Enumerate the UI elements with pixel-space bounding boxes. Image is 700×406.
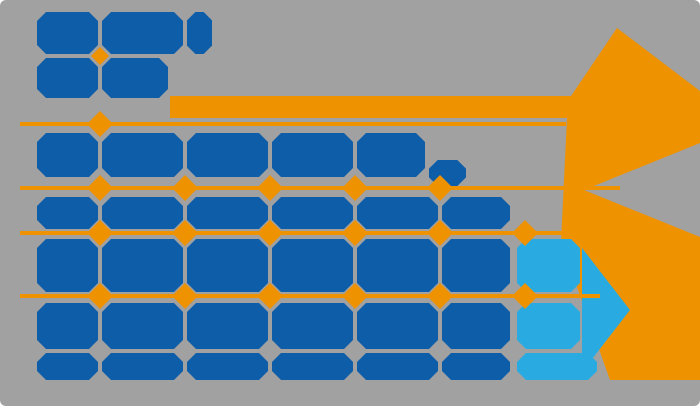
orange-connector-line bbox=[20, 186, 620, 190]
blue-tile bbox=[357, 239, 438, 292]
orange-node-diamond bbox=[512, 283, 538, 309]
cyan-tile bbox=[517, 353, 597, 380]
blue-tile bbox=[102, 197, 183, 229]
orange-node-diamond bbox=[87, 220, 113, 246]
blue-tile bbox=[442, 197, 510, 229]
orange-node-diamond bbox=[342, 283, 368, 309]
cyan-arrowhead bbox=[582, 248, 630, 372]
blue-tile bbox=[187, 353, 268, 380]
orange-node-diamond bbox=[172, 175, 198, 201]
orange-node-diamond bbox=[257, 220, 283, 246]
blue-tile bbox=[187, 197, 268, 229]
cyan-tile bbox=[517, 239, 580, 292]
orange-node-diamond bbox=[91, 47, 109, 65]
blue-tile bbox=[102, 58, 168, 98]
orange-node-diamond bbox=[87, 175, 113, 201]
blue-tile bbox=[37, 133, 98, 177]
blue-tile bbox=[187, 133, 268, 177]
orange-node-diamond bbox=[342, 220, 368, 246]
blue-tile bbox=[37, 303, 98, 349]
cyan-tile bbox=[517, 303, 580, 349]
blue-tile bbox=[272, 133, 353, 177]
blue-tile bbox=[187, 12, 212, 54]
blue-tile bbox=[272, 303, 353, 349]
blue-tile bbox=[272, 197, 353, 229]
blue-tile bbox=[272, 353, 353, 380]
orange-ribbon-arrow bbox=[170, 28, 700, 380]
orange-node-diamond bbox=[512, 220, 538, 246]
blue-tile bbox=[102, 12, 183, 54]
orange-connector-line bbox=[20, 122, 566, 126]
orange-node-diamond bbox=[87, 111, 113, 137]
blue-tile bbox=[357, 197, 438, 229]
blue-tile bbox=[102, 133, 183, 177]
blue-tile bbox=[442, 239, 510, 292]
blue-tile bbox=[102, 303, 183, 349]
blue-tile bbox=[102, 239, 183, 292]
blue-tile bbox=[37, 239, 98, 292]
blue-tile bbox=[272, 239, 353, 292]
blue-tile bbox=[187, 239, 268, 292]
blue-tile bbox=[357, 353, 438, 380]
orange-node-diamond bbox=[427, 220, 453, 246]
blue-tile bbox=[442, 353, 510, 380]
blue-tile bbox=[37, 58, 98, 98]
blue-tile bbox=[187, 303, 268, 349]
blue-tile bbox=[102, 353, 183, 380]
orange-node-diamond bbox=[257, 283, 283, 309]
blue-tile bbox=[37, 353, 98, 380]
orange-node-diamond bbox=[427, 175, 453, 201]
orange-connector-line bbox=[20, 294, 600, 298]
orange-connector-line bbox=[20, 231, 562, 235]
orange-node-diamond bbox=[427, 283, 453, 309]
orange-node-diamond bbox=[172, 220, 198, 246]
blue-tile bbox=[357, 303, 438, 349]
blue-tile bbox=[37, 12, 98, 54]
orange-node-diamond bbox=[342, 175, 368, 201]
orange-node-diamond bbox=[257, 175, 283, 201]
blue-tile bbox=[37, 197, 98, 229]
blue-tile bbox=[357, 133, 425, 177]
blue-tile bbox=[442, 303, 510, 349]
orange-node-diamond bbox=[172, 283, 198, 309]
orange-node-diamond bbox=[87, 283, 113, 309]
